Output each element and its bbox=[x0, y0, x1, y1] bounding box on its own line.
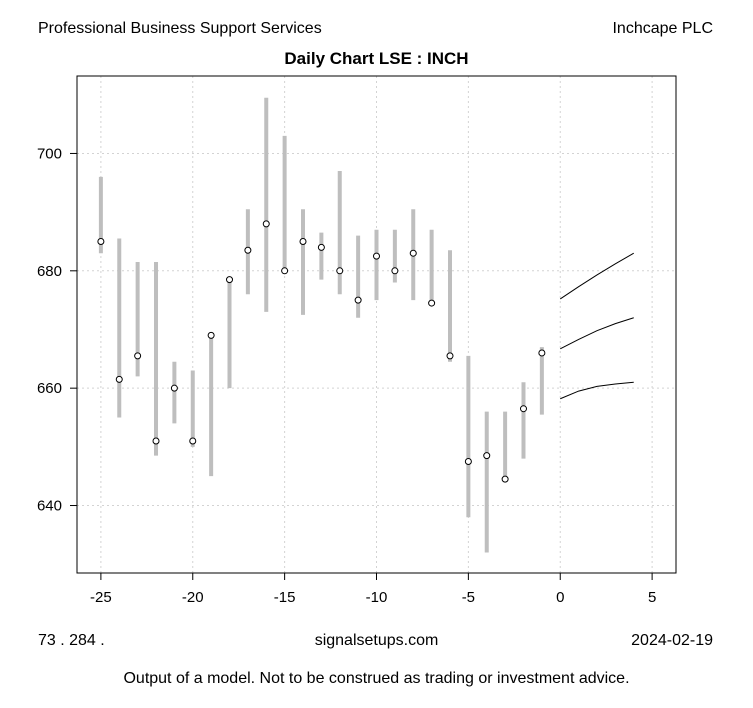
close-point bbox=[336, 267, 344, 275]
close-point bbox=[428, 299, 436, 307]
close-point bbox=[483, 452, 491, 460]
footer-date: 2024-02-19 bbox=[631, 632, 713, 649]
x-tick-label: -5 bbox=[462, 589, 475, 606]
forecast-line-lower bbox=[560, 381, 634, 400]
close-point bbox=[391, 267, 399, 275]
close-point bbox=[189, 437, 197, 445]
price-ranges bbox=[98, 97, 544, 553]
close-point bbox=[464, 458, 472, 466]
sector-label: Professional Business Support Services bbox=[38, 20, 322, 37]
x-tick-label: -10 bbox=[366, 589, 388, 606]
x-axis: -25 -20 -15 -10 -5 0 5 bbox=[90, 572, 656, 606]
y-tick-label: 680 bbox=[37, 263, 62, 280]
close-point bbox=[134, 352, 142, 360]
x-tick-label: -15 bbox=[274, 589, 296, 606]
footer-code: 73 . 284 . bbox=[38, 632, 105, 649]
footer-site: signalsetups.com bbox=[314, 632, 439, 649]
close-point bbox=[170, 384, 178, 392]
close-point bbox=[409, 249, 417, 257]
y-tick-label: 700 bbox=[37, 145, 62, 162]
forecast-line-middle bbox=[560, 317, 634, 350]
y-tick-label: 640 bbox=[37, 498, 62, 515]
close-point bbox=[299, 237, 307, 245]
close-point bbox=[317, 243, 325, 251]
y-axis: 640 660 680 700 bbox=[37, 145, 78, 515]
close-points bbox=[97, 220, 546, 483]
close-point bbox=[501, 475, 509, 483]
close-point bbox=[538, 349, 546, 357]
close-point bbox=[354, 296, 362, 304]
close-point bbox=[281, 267, 289, 275]
close-point bbox=[244, 246, 252, 254]
x-tick-label: -25 bbox=[90, 589, 112, 606]
close-point bbox=[97, 237, 105, 245]
x-tick-label: -20 bbox=[182, 589, 204, 606]
forecast-bands bbox=[559, 252, 634, 400]
grid-lines bbox=[77, 76, 676, 573]
company-name: Inchcape PLC bbox=[612, 20, 713, 37]
plot-area bbox=[76, 75, 677, 574]
close-point bbox=[115, 375, 123, 383]
chart-title: Daily Chart LSE : INCH bbox=[284, 49, 469, 68]
close-point bbox=[373, 252, 380, 260]
close-point bbox=[207, 331, 215, 339]
close-point bbox=[446, 352, 454, 360]
forecast-line-upper bbox=[559, 252, 634, 300]
x-tick-label: 5 bbox=[648, 589, 656, 606]
close-point bbox=[152, 437, 160, 445]
close-point bbox=[262, 220, 270, 228]
close-point bbox=[519, 405, 527, 413]
x-tick-label: 0 bbox=[556, 589, 564, 606]
close-point bbox=[226, 276, 234, 284]
y-tick-label: 660 bbox=[37, 380, 62, 397]
disclaimer-text: Output of a model. Not to be construed a… bbox=[123, 670, 630, 687]
